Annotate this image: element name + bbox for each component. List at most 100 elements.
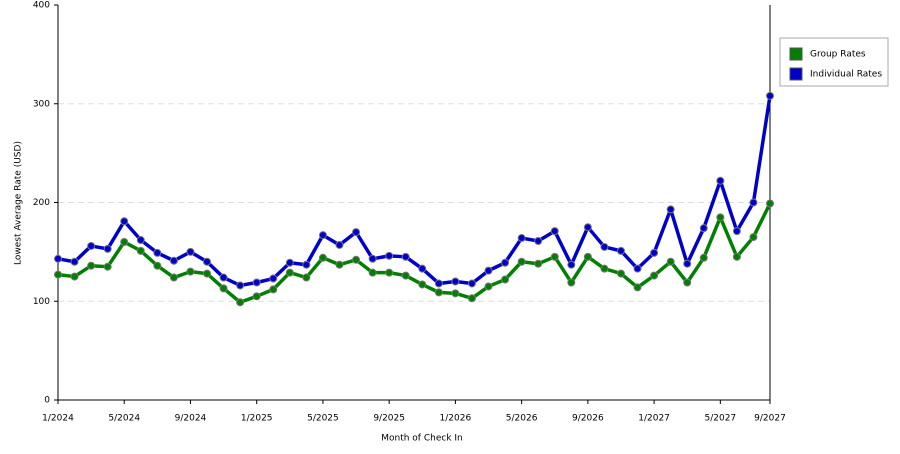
legend-label: Individual Rates (810, 70, 882, 80)
data-point (203, 257, 212, 266)
data-point (401, 252, 410, 261)
data-point (169, 256, 178, 265)
data-point (219, 284, 228, 293)
data-point (550, 227, 559, 236)
legend-swatch (789, 67, 803, 81)
data-point (567, 278, 576, 287)
y-tick-label: 300 (33, 99, 50, 109)
data-point (583, 223, 592, 232)
y-axis-label: Lowest Average Rate (USD) (14, 141, 24, 265)
data-point (749, 233, 758, 242)
data-point (484, 282, 493, 291)
data-point (534, 259, 543, 268)
data-point (467, 294, 476, 303)
series-line (57, 202, 772, 304)
x-tick-label: 5/2027 (704, 414, 736, 424)
legend-label: Group Rates (810, 50, 866, 60)
data-point (318, 253, 327, 262)
x-tick-label: 9/2025 (373, 414, 405, 424)
y-tick-label: 100 (33, 297, 50, 307)
data-point (335, 260, 344, 269)
data-point (616, 269, 625, 278)
data-point (385, 251, 394, 260)
data-point (517, 234, 526, 243)
y-tick-label: 400 (33, 1, 50, 11)
data-point (401, 271, 410, 280)
data-point (269, 274, 278, 283)
data-point (766, 199, 774, 208)
data-point (418, 280, 427, 289)
data-point (70, 257, 79, 266)
data-point (749, 198, 758, 207)
data-point (683, 259, 692, 268)
data-point (633, 283, 642, 292)
data-point (451, 277, 460, 286)
x-tick-label: 1/2024 (42, 414, 74, 424)
data-point (534, 237, 543, 246)
x-tick-label: 9/2026 (572, 414, 604, 424)
data-point (302, 260, 311, 269)
data-point (70, 272, 79, 281)
data-point (120, 238, 129, 246)
data-point (136, 246, 145, 255)
x-tick-label: 1/2027 (638, 414, 670, 424)
data-point (616, 246, 625, 255)
data-point (666, 257, 675, 266)
data-point (120, 217, 129, 226)
legend-swatch (789, 47, 803, 61)
data-point (633, 264, 642, 273)
data-point (467, 279, 476, 288)
data-point (236, 281, 245, 290)
data-point (600, 264, 609, 273)
data-point (766, 91, 774, 100)
data-point (335, 240, 344, 249)
data-point (600, 242, 609, 251)
data-point (87, 261, 96, 270)
data-point (501, 275, 510, 284)
data-point (501, 258, 510, 267)
x-tick-label: 9/2024 (175, 414, 207, 424)
data-point (732, 227, 741, 236)
data-point (186, 267, 195, 276)
data-point (269, 285, 278, 294)
data-point (434, 279, 443, 288)
data-point (699, 224, 708, 233)
data-point (352, 255, 361, 264)
data-point (252, 278, 261, 287)
data-point (451, 289, 460, 298)
data-point (418, 264, 427, 273)
data-point (666, 205, 675, 214)
data-point (650, 248, 659, 257)
data-point (302, 273, 311, 282)
data-point (87, 241, 96, 250)
data-point (236, 298, 245, 307)
data-point (252, 292, 261, 301)
data-point (203, 269, 212, 278)
x-tick-label: 5/2024 (108, 414, 140, 424)
data-point (136, 236, 145, 245)
data-point (103, 244, 112, 253)
data-point (550, 252, 559, 261)
y-tick-label: 200 (33, 198, 50, 208)
x-tick-label: 5/2025 (307, 414, 339, 424)
data-point (567, 260, 576, 269)
data-point (434, 288, 443, 297)
data-point (219, 273, 228, 282)
data-point (368, 268, 377, 277)
data-point (169, 273, 178, 282)
data-point (716, 176, 725, 185)
data-point (385, 268, 394, 277)
data-point (153, 261, 162, 270)
x-tick-label: 5/2026 (506, 414, 538, 424)
data-point (285, 268, 294, 277)
data-point (368, 254, 377, 263)
data-point (285, 258, 294, 267)
y-tick-label: 0 (44, 396, 50, 406)
x-axis-label: Month of Check In (381, 434, 463, 444)
data-point (153, 248, 162, 257)
data-point (699, 253, 708, 262)
data-point (650, 271, 659, 280)
data-point (583, 252, 592, 261)
data-point (186, 247, 195, 256)
